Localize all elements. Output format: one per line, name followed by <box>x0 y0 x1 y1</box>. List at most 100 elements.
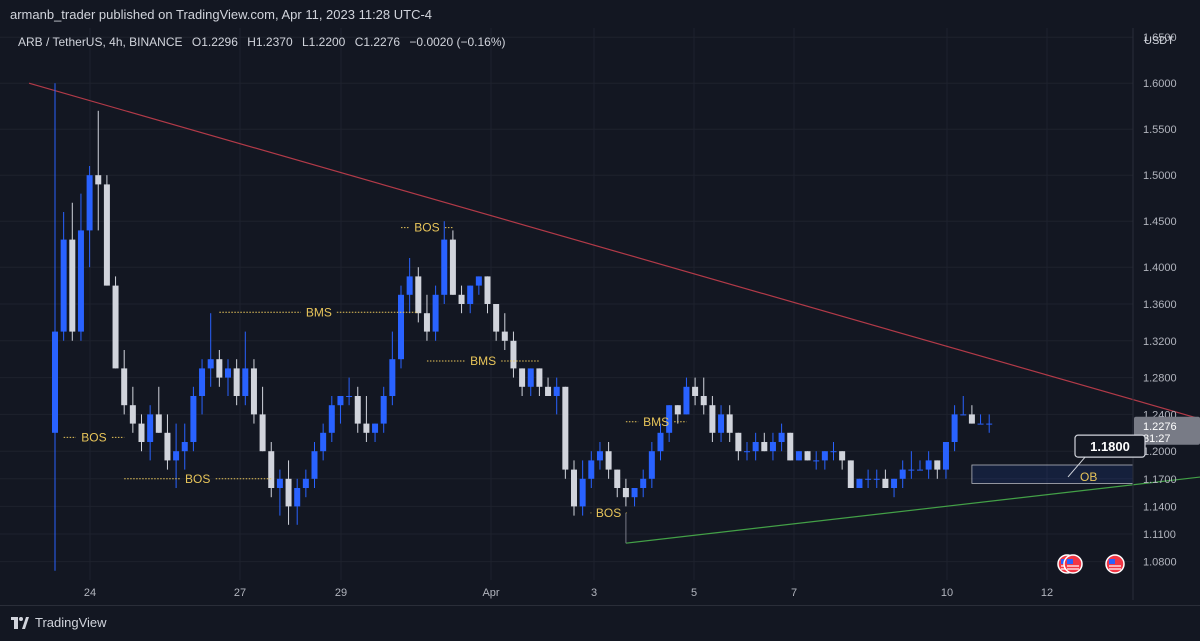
candle[interactable] <box>631 488 638 507</box>
candle[interactable] <box>493 304 500 341</box>
candle[interactable] <box>614 469 621 498</box>
candle[interactable] <box>164 414 171 470</box>
candle[interactable] <box>95 110 102 231</box>
candle[interactable] <box>181 423 188 470</box>
candle[interactable] <box>726 405 733 442</box>
candle[interactable] <box>596 442 603 470</box>
candle[interactable] <box>259 386 266 452</box>
candle[interactable] <box>640 469 647 498</box>
candle[interactable] <box>795 451 802 461</box>
candle[interactable] <box>190 386 197 452</box>
candle[interactable] <box>856 478 863 488</box>
candle[interactable] <box>683 377 690 415</box>
candle[interactable] <box>519 368 526 396</box>
us-event-flag-icon[interactable] <box>1105 554 1125 574</box>
candle[interactable] <box>761 432 768 452</box>
symbol-title[interactable]: ARB / TetherUS, 4h, BINANCE <box>18 35 183 49</box>
candle[interactable] <box>52 83 58 571</box>
candle[interactable] <box>103 175 110 286</box>
candle[interactable] <box>432 285 439 341</box>
candle[interactable] <box>951 405 958 452</box>
structure-annotation[interactable]: BMS <box>426 354 540 368</box>
candle[interactable] <box>268 442 275 498</box>
candle[interactable] <box>536 368 543 396</box>
candle[interactable] <box>69 202 76 341</box>
candle[interactable] <box>467 285 474 314</box>
candle[interactable] <box>899 460 906 488</box>
candle[interactable] <box>121 350 128 415</box>
candle[interactable] <box>648 442 655 488</box>
candle[interactable] <box>207 313 214 387</box>
candle[interactable] <box>968 405 975 424</box>
candle[interactable] <box>294 478 301 525</box>
candle[interactable] <box>830 442 837 461</box>
candle[interactable] <box>320 423 327 461</box>
candle[interactable] <box>735 432 742 461</box>
candle[interactable] <box>778 423 785 452</box>
candle[interactable] <box>86 166 93 268</box>
candle[interactable] <box>527 368 534 396</box>
candle[interactable] <box>588 451 595 488</box>
candle[interactable] <box>986 414 993 433</box>
candle[interactable] <box>674 405 681 424</box>
candle[interactable] <box>718 405 725 442</box>
candle[interactable] <box>354 386 361 433</box>
candle[interactable] <box>129 386 136 433</box>
candle[interactable] <box>311 442 318 488</box>
candle[interactable] <box>882 469 889 488</box>
candle[interactable] <box>622 478 629 507</box>
candle[interactable] <box>709 396 716 442</box>
candle[interactable] <box>925 451 932 479</box>
candle[interactable] <box>147 405 154 461</box>
tradingview-brand[interactable]: TradingView <box>11 615 107 630</box>
candle[interactable] <box>372 423 379 442</box>
candle[interactable] <box>700 377 707 415</box>
candle[interactable] <box>562 386 569 479</box>
candle[interactable] <box>337 396 344 424</box>
candle[interactable] <box>77 193 84 341</box>
candle[interactable] <box>225 359 231 396</box>
candle[interactable] <box>302 469 309 498</box>
candle[interactable] <box>510 331 517 378</box>
candle[interactable] <box>112 276 119 369</box>
candle[interactable] <box>441 221 448 304</box>
candle[interactable] <box>216 350 223 387</box>
candle[interactable] <box>173 423 180 488</box>
candle[interactable] <box>475 276 482 295</box>
candle[interactable] <box>328 396 335 442</box>
candle[interactable] <box>865 469 872 488</box>
candle[interactable] <box>769 432 776 461</box>
candle[interactable] <box>821 451 828 470</box>
structure-annotation[interactable]: BOS <box>590 506 627 520</box>
us-event-flag-icon[interactable] <box>1063 554 1083 574</box>
candle[interactable] <box>389 331 396 406</box>
candle[interactable] <box>787 432 794 461</box>
candle[interactable] <box>873 469 880 488</box>
candle[interactable] <box>423 294 430 341</box>
candle[interactable] <box>666 405 673 442</box>
candle[interactable] <box>977 414 984 425</box>
candle[interactable] <box>813 451 820 470</box>
candle[interactable] <box>346 377 353 406</box>
candle[interactable] <box>891 478 898 498</box>
candle[interactable] <box>233 359 240 406</box>
candle[interactable] <box>242 331 249 406</box>
candle[interactable] <box>553 377 560 415</box>
candle[interactable] <box>839 451 846 470</box>
currency-label[interactable]: USDT <box>1144 35 1174 47</box>
candle[interactable] <box>501 313 508 350</box>
candle[interactable] <box>579 460 586 516</box>
structure-annotation[interactable]: BOS <box>124 472 272 486</box>
structure-annotation[interactable]: BOS <box>401 221 453 235</box>
candle[interactable] <box>804 451 811 461</box>
order-block-zone[interactable] <box>971 464 1134 484</box>
price-callout-box[interactable] <box>1074 434 1146 458</box>
support-trendline[interactable] <box>625 471 1200 544</box>
candle[interactable] <box>545 377 552 396</box>
candle[interactable] <box>138 414 145 452</box>
candle[interactable] <box>449 230 456 295</box>
price-chart[interactable]: OB BOS BOS BMS BOS BMS BMS BOS 1.0800 1.1100 1.1… <box>0 0 1200 605</box>
candle[interactable] <box>752 432 759 461</box>
candle[interactable] <box>285 460 292 525</box>
candle[interactable] <box>415 267 422 323</box>
